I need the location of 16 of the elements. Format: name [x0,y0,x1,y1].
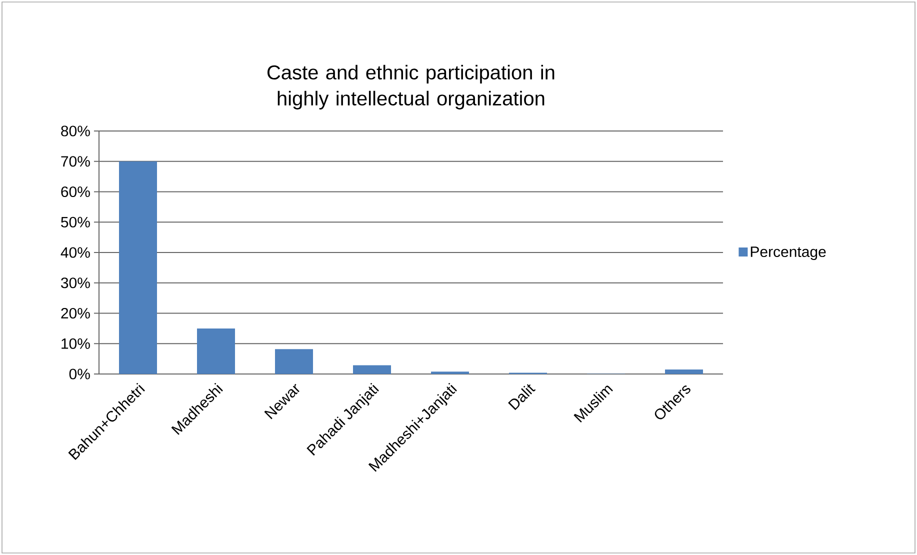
y-tick-label: 0% [69,368,90,380]
legend-label: Percentage [750,246,826,260]
y-tick-label: 20% [61,308,90,319]
bar [275,349,314,374]
bar [665,369,704,374]
y-tick-label: 10% [62,338,90,349]
bar [119,161,158,374]
chart-title: Caste and ethnic participation in highly intellectual organization [267,64,554,110]
y-tick-label: 70% [61,156,90,167]
bar [197,328,236,374]
y-tick-label: 40% [60,247,90,258]
y-tick-label: 60% [61,186,90,198]
y-tick-label: 80% [61,126,90,136]
y-tick-label: 50% [61,216,90,228]
y-tick-label: 30% [61,278,90,288]
bar [353,365,392,374]
